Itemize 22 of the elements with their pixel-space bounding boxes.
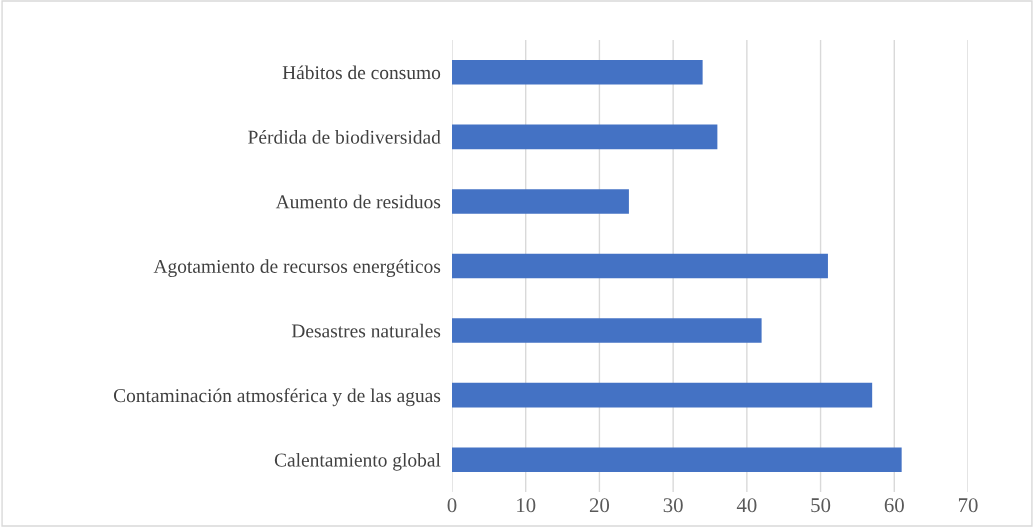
bar [452, 60, 703, 85]
y-tick-label: Desastres naturales [291, 323, 441, 338]
x-tick-label: 40 [736, 498, 757, 513]
bar [452, 253, 828, 279]
y-tick-label: Agotamiento de recursos energéticos [153, 259, 441, 277]
y-tick-label: Pérdida de biodiversidad [248, 130, 441, 144]
bar [452, 189, 629, 214]
x-tick-label: 50 [811, 498, 831, 513]
bar [452, 382, 873, 408]
y-tick-label: Hábitos de consumo [282, 65, 441, 80]
y-tick-label: Calentamiento global [274, 452, 441, 471]
y-tick-label: Contaminación atmosférica y de las aguas [113, 388, 441, 407]
x-tick-label: 30 [663, 498, 683, 513]
bar [452, 124, 718, 150]
bar [452, 318, 762, 343]
x-tick-label: 0 [447, 498, 457, 513]
x-tick-label: 20 [589, 498, 610, 513]
x-tick-label: 60 [884, 498, 904, 513]
y-tick-label: Aumento de residuos [275, 194, 441, 209]
bar [452, 447, 902, 472]
x-tick-label: 10 [517, 498, 536, 513]
x-tick-label: 70 [958, 498, 978, 513]
